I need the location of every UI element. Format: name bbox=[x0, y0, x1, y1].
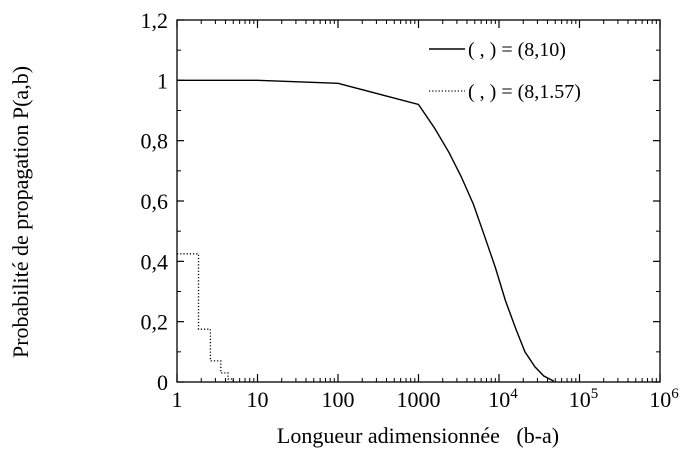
y-tick-label: 0 bbox=[157, 370, 168, 395]
y-tick-label: 0,2 bbox=[141, 310, 169, 335]
legend: ( , ) = (8,10) ( , ) = (8,1.57) bbox=[429, 39, 581, 103]
series-layer bbox=[177, 79, 555, 382]
x-tick-label: 105 bbox=[569, 386, 599, 412]
y-tick-label: 0,6 bbox=[141, 189, 169, 214]
series-line-1 bbox=[177, 79, 555, 382]
x-tick-label: 1 bbox=[172, 387, 183, 412]
x-tick-label: 104 bbox=[488, 386, 518, 412]
legend-label-1: ( , ) = (8,10) bbox=[468, 39, 566, 61]
axis-ticks: 0 0,2 0,4 0,6 0,8 1 1,2 1 10 100 1000 104 105 106 bbox=[141, 8, 680, 412]
plot-frame bbox=[176, 19, 661, 383]
y-tick-label: 1,2 bbox=[141, 8, 169, 33]
y-tick-label: 1 bbox=[157, 68, 168, 93]
x-tick-label: 10 bbox=[247, 387, 269, 412]
y-tick-label: 0,4 bbox=[141, 249, 169, 274]
legend-label-2: ( , ) = (8,1.57) bbox=[468, 81, 581, 103]
x-tick-label: 100 bbox=[322, 387, 355, 412]
series-line-2 bbox=[177, 253, 234, 382]
x-tick-label: 106 bbox=[649, 386, 679, 412]
x-tick-label: 1000 bbox=[397, 387, 441, 412]
y-axis-label: Probabilité de propagation P(a,b) bbox=[8, 66, 33, 358]
x-axis-label: Longueur adimensionnée (b-a) bbox=[277, 423, 559, 448]
y-tick-label: 0,8 bbox=[141, 129, 169, 154]
